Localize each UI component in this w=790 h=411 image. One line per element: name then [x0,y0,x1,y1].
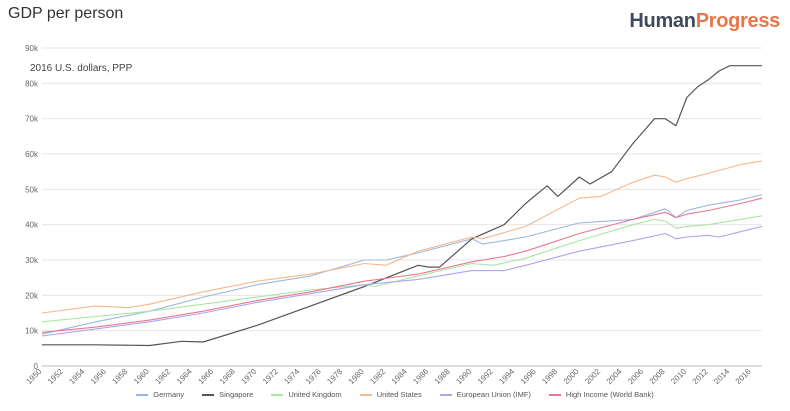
y-axis-label: 2016 U.S. dollars, PPP [30,63,133,74]
legend: Germany Singapore United Kingdom United Sta… [0,390,790,399]
x-axis: 1950 1952 1954 1956 1958 1960 1962 1964 1966 1968… [24,367,753,386]
legend-swatch [359,393,372,396]
x-tick-label: 1956 [89,367,108,386]
x-tick-label: 2016 [734,367,753,386]
x-tick-label: 1990 [454,367,473,386]
x-tick-label: 2004 [605,367,624,386]
legend-swatch [548,393,561,396]
x-tick-label: 1970 [239,367,258,386]
legend-item[interactable]: Singapore [202,390,253,399]
x-tick-label: 1966 [196,367,215,386]
x-tick-label: 1976 [304,367,323,386]
x-tick-label: 1968 [218,367,237,386]
y-tick-label: 70k [25,115,39,124]
x-tick-label: 1964 [175,367,194,386]
series-line [42,65,762,347]
legend-item[interactable]: United Kingdom [271,390,342,399]
chart-title: GDP per person [8,5,124,22]
legend-label: High Income (World Bank) [565,390,654,399]
legend-item[interactable]: Germany [136,390,184,399]
series-line [41,225,763,337]
x-tick-label: 1984 [390,367,409,386]
grid [42,47,762,367]
x-tick-label: 2002 [583,367,602,386]
x-tick-label: 2010 [669,367,688,386]
y-tick-label: 90k [25,44,39,53]
x-tick-label: 2008 [648,367,667,386]
legend-label: Germany [153,390,185,399]
x-tick-label: 1950 [24,367,43,386]
legend-swatch [439,393,452,396]
series-lines [41,65,763,347]
x-tick-label: 1952 [46,367,65,386]
x-tick-label: 2000 [562,367,581,386]
x-tick-label: 1978 [325,367,344,386]
x-tick-label: 1954 [67,367,86,386]
legend-swatch [136,393,149,396]
x-tick-label: 1988 [433,367,452,386]
x-tick-label: 1980 [347,367,366,386]
x-tick-label: 1962 [153,367,172,386]
y-tick-label: 20k [25,291,39,300]
x-tick-label: 2006 [626,367,645,386]
legend-label: United Kingdom [288,390,342,399]
y-tick-label: 50k [25,185,39,194]
series-line [41,194,763,335]
x-tick-label: 2012 [691,367,710,386]
legend-swatch [271,393,284,396]
legend-label: United States [376,390,422,399]
y-tick-label: 30k [25,256,39,265]
x-tick-label: 1960 [132,367,151,386]
x-tick-label: 1974 [282,367,301,386]
series-line [41,197,763,333]
series-line [41,215,763,323]
x-tick-label: 1992 [476,367,495,386]
x-tick-label: 1972 [261,367,280,386]
x-tick-label: 2014 [712,367,731,386]
y-tick-label: 80k [25,79,39,88]
y-tick-label: 60k [25,150,39,159]
humanprogress-logo: HumanProgress [629,10,780,32]
y-tick-label: 0 [34,362,39,371]
legend-item[interactable]: European Union (IMF) [439,390,531,399]
legend-label: Singapore [219,390,254,399]
y-axis: 0 10k 20k 30k 40k 50k 60k 70k 80k 90k [25,44,39,371]
legend-label: European Union (IMF) [456,390,531,399]
x-tick-label: 1998 [540,367,559,386]
x-tick-label: 1986 [411,367,430,386]
legend-item[interactable]: United States [359,390,422,399]
x-tick-label: 1982 [368,367,387,386]
legend-swatch [202,393,215,396]
x-tick-label: 1958 [110,367,129,386]
x-tick-label: 1994 [497,367,516,386]
series-line [41,160,763,314]
x-tick-label: 1996 [519,367,538,386]
legend-item[interactable]: High Income (World Bank) [548,390,654,399]
y-tick-label: 40k [25,221,39,230]
y-tick-label: 10k [25,327,39,336]
